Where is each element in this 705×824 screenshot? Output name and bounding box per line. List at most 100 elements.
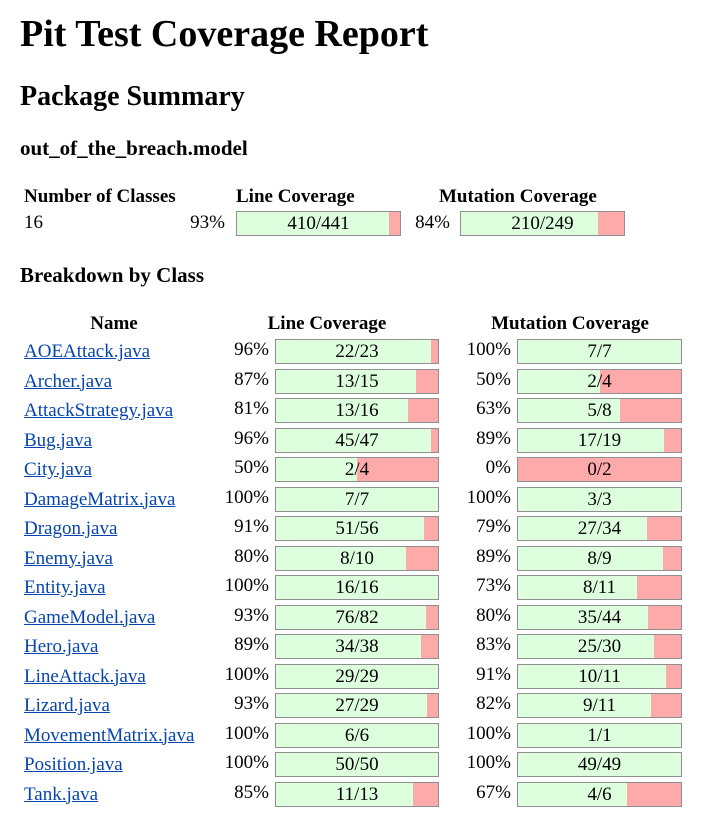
class-link[interactable]: Position.java: [24, 754, 123, 775]
table-row: Dragon.java 91% 51/56 79% 27/34: [0, 515, 705, 545]
mutation-coverage-percent: 80%: [476, 604, 511, 626]
class-link[interactable]: Hero.java: [24, 636, 99, 657]
line-coverage-percent: 100%: [224, 752, 269, 773]
class-link[interactable]: GameModel.java: [24, 606, 156, 628]
mutation-coverage-bar-label: 27/34: [577, 518, 622, 539]
table-row: MovementMatrix.java 100% 6/6 100% 1/1: [0, 722, 705, 752]
mutation-coverage-percent: 63%: [476, 398, 511, 419]
class-link[interactable]: DamageMatrix.java: [24, 488, 176, 510]
mutation-coverage-percent: 89%: [476, 427, 511, 449]
class-link[interactable]: City.java: [24, 459, 92, 480]
column-header-name: Name: [90, 313, 138, 334]
mutation-coverage-bar-fill: [518, 369, 600, 393]
class-link[interactable]: Tank.java: [24, 783, 99, 805]
line-coverage-percent: 87%: [234, 368, 269, 390]
class-link[interactable]: MovementMatrix.java: [24, 724, 195, 746]
class-link[interactable]: LineAttack.java: [24, 665, 146, 687]
line-coverage-bar-label: 13/16: [335, 400, 379, 421]
class-link[interactable]: AOEAttack.java: [24, 341, 151, 362]
summary-mutation-bar-fill: [461, 212, 599, 235]
mutation-coverage-bar-fill: [518, 723, 681, 747]
line-coverage-percent: 85%: [234, 781, 269, 803]
line-coverage-bar-label: 2/4: [344, 459, 370, 480]
mutation-coverage-percent: 50%: [476, 368, 511, 390]
table-row: Bug.java 96% 45/47 89% 17/19: [0, 427, 705, 457]
mutation-coverage-bar: 0/2: [517, 457, 682, 482]
line-coverage-bar: 27/29: [275, 693, 439, 718]
mutation-coverage-bar: 2/4: [517, 368, 682, 394]
line-coverage-percent: 93%: [234, 693, 269, 714]
line-coverage-bar-fill: [276, 487, 438, 511]
mutation-coverage-percent: 0%: [485, 457, 511, 478]
mutation-coverage-percent: 79%: [476, 516, 511, 537]
line-coverage-bar-label: 11/13: [335, 783, 379, 805]
mutation-coverage-bar-label: 25/30: [577, 636, 622, 657]
summary-header-line: Line Coverage: [236, 186, 355, 207]
line-coverage-bar: 8/10: [275, 545, 439, 571]
summary-header-mutation: Mutation Coverage: [439, 186, 597, 207]
summary-line-percent: 93%: [190, 212, 225, 233]
line-coverage-bar-fill: [276, 458, 357, 481]
mutation-coverage-bar: 3/3: [517, 486, 682, 512]
summary-line-bar-fill: [237, 212, 389, 235]
class-link[interactable]: Enemy.java: [24, 547, 113, 569]
summary-line-bar-label: 410/441: [287, 213, 350, 234]
line-coverage-bar-fill: [276, 340, 431, 363]
table-row: Lizard.java 93% 27/29 82% 9/11: [0, 692, 705, 722]
line-coverage-bar: 6/6: [275, 722, 439, 748]
table-row: City.java 50% 2/4 0% 0/2: [0, 456, 705, 486]
line-coverage-percent: 50%: [234, 457, 269, 478]
table-row: AOEAttack.java 96% 22/23 100% 7/7: [0, 338, 705, 368]
summary-mutation-percent: 84%: [415, 212, 450, 233]
table-row: LineAttack.java 100% 29/29 91% 10/11: [0, 663, 705, 693]
table-row: DamageMatrix.java 100% 7/7 100% 3/3: [0, 486, 705, 516]
line-coverage-bar: 34/38: [275, 634, 439, 659]
line-coverage-percent: 96%: [234, 339, 269, 360]
mutation-coverage-percent: 67%: [476, 781, 511, 803]
mutation-coverage-bar-fill: [518, 546, 663, 570]
mutation-coverage-bar-label: 8/11: [582, 577, 617, 598]
table-row: Tank.java 85% 11/13 67% 4/6: [0, 781, 705, 811]
summary-mutation-bar-label: 210/249: [511, 213, 574, 234]
line-coverage-bar: 13/16: [275, 398, 439, 423]
mutation-coverage-bar: 1/1: [517, 722, 682, 748]
mutation-coverage-bar-label: 10/11: [578, 665, 621, 687]
breakdown-heading: Breakdown by Class: [20, 263, 204, 287]
line-coverage-bar-fill: [276, 369, 417, 393]
class-link[interactable]: Bug.java: [24, 429, 93, 451]
mutation-coverage-percent: 89%: [476, 545, 511, 567]
mutation-coverage-bar: 4/6: [517, 781, 682, 807]
class-link[interactable]: Lizard.java: [24, 695, 110, 716]
mutation-coverage-bar: 9/11: [517, 693, 682, 718]
mutation-coverage-bar-label: 2/4: [587, 370, 612, 392]
line-coverage-bar-fill: [276, 517, 424, 540]
class-link[interactable]: Archer.java: [24, 370, 113, 392]
table-row: Position.java 100% 50/50 100% 49/49: [0, 751, 705, 781]
line-coverage-bar: 76/82: [275, 604, 439, 630]
class-link[interactable]: AttackStrategy.java: [24, 400, 174, 421]
line-coverage-bar-fill: [276, 605, 427, 629]
line-coverage-percent: 93%: [234, 604, 269, 626]
class-link[interactable]: Dragon.java: [24, 518, 118, 539]
class-link[interactable]: Entity.java: [24, 577, 106, 598]
mutation-coverage-bar-label: 17/19: [577, 429, 622, 451]
mutation-coverage-bar-label: 8/9: [587, 547, 612, 569]
mutation-coverage-bar-fill: [518, 487, 681, 511]
line-coverage-percent: 96%: [234, 427, 269, 449]
line-coverage-bar-label: 29/29: [335, 665, 379, 687]
mutation-coverage-bar: 10/11: [517, 663, 682, 689]
line-coverage-bar-label: 27/29: [335, 695, 379, 716]
package-summary-heading: Package Summary: [20, 81, 245, 112]
mutation-coverage-bar: 25/30: [517, 634, 682, 659]
line-coverage-bar: 2/4: [275, 457, 439, 482]
mutation-coverage-bar-label: 3/3: [587, 488, 612, 510]
package-name: out_of_the_breach.model: [20, 136, 248, 160]
line-coverage-bar-fill: [276, 546, 406, 570]
summary-header-classes: Number of Classes: [24, 186, 176, 207]
line-coverage-percent: 81%: [234, 398, 269, 419]
line-coverage-bar: 7/7: [275, 486, 439, 512]
line-coverage-bar-label: 76/82: [335, 606, 379, 628]
column-header-mutation-coverage: Mutation Coverage: [491, 313, 649, 334]
page-title: Pit Test Coverage Report: [20, 13, 429, 55]
mutation-coverage-bar: 8/11: [517, 575, 682, 600]
